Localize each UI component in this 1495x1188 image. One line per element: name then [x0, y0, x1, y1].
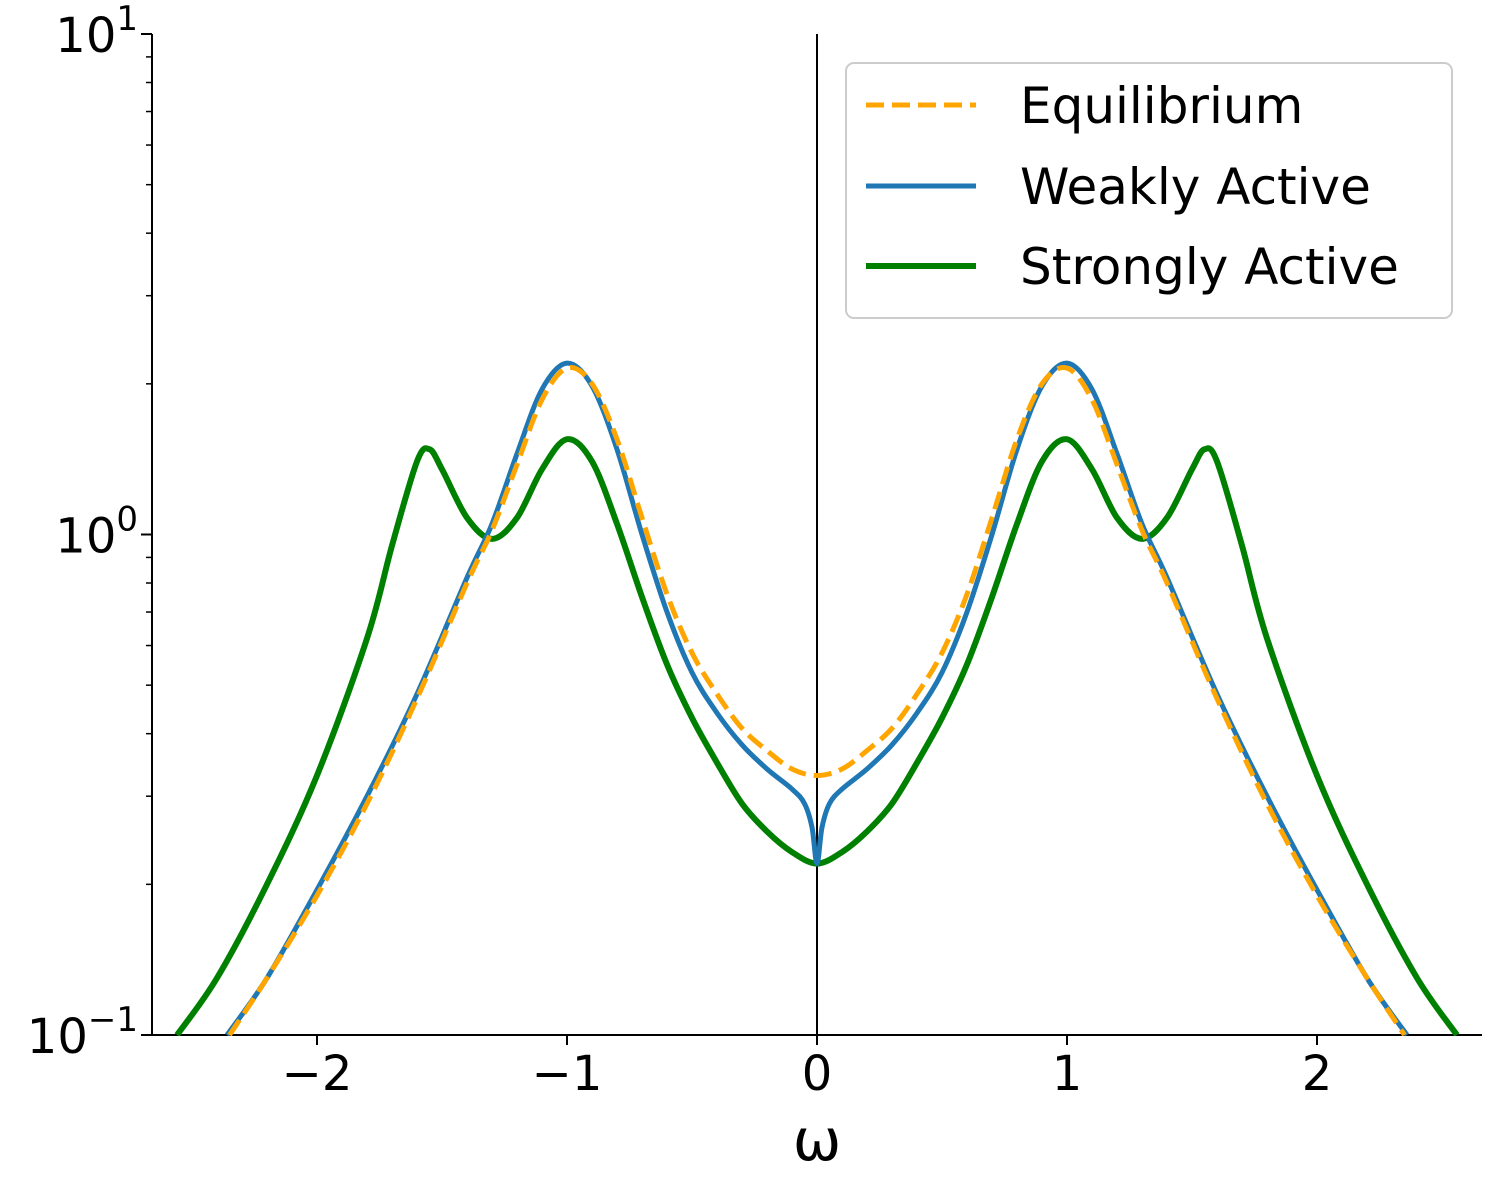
legend-box: [845, 62, 1453, 319]
x-tick-label: 1: [1052, 1046, 1083, 1102]
legend: Equilibrium Weakly Active Strongly Active: [845, 62, 1453, 319]
x-tick-label: −2: [282, 1046, 353, 1102]
y-tick-base: 10: [55, 509, 116, 565]
x-tick-label: −1: [532, 1046, 603, 1102]
x-tick-label: 2: [1302, 1046, 1333, 1102]
y-tick-base: 10: [55, 8, 116, 64]
x-ticks: −2 −1 0 1 2: [282, 1035, 1333, 1102]
y-tick-exponent: 0: [116, 500, 138, 540]
legend-label-equilibrium: Equilibrium: [1020, 77, 1303, 135]
y-minor-ticks: [146, 56, 152, 886]
legend-label-strongly-active: Strongly Active: [1020, 238, 1399, 296]
y-tick-base: 10: [27, 1009, 88, 1065]
x-axis-title: ω: [793, 1106, 842, 1174]
x-tick-label: 0: [802, 1046, 833, 1102]
y-tick-exponent: 1: [116, 0, 138, 39]
series-group: [174, 360, 1460, 1036]
y-tick-label: 100: [55, 500, 138, 565]
y-tick-label: 101: [55, 0, 138, 64]
legend-label-weakly-active: Weakly Active: [1020, 158, 1371, 216]
y-tick-exponent: −1: [88, 1000, 138, 1040]
series-line-weakly-active: [224, 360, 1410, 1036]
y-tick-label: 10−1: [27, 1000, 138, 1065]
series-line-equilibrium: [227, 365, 1407, 1036]
